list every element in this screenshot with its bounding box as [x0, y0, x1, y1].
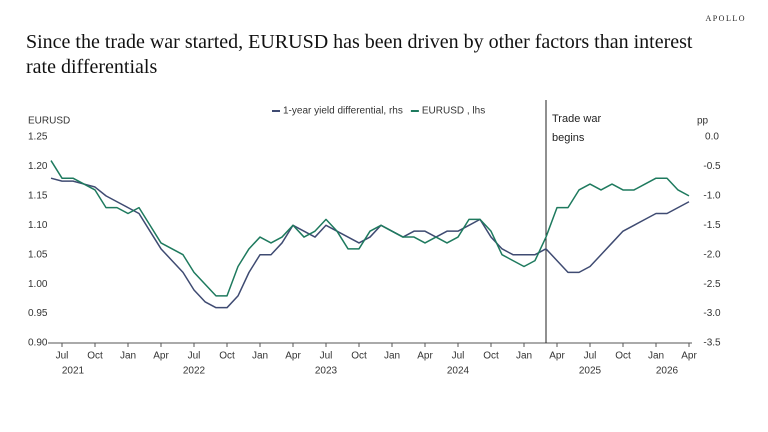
- series-line: [50, 160, 690, 297]
- x-tick-label: Oct: [483, 351, 499, 362]
- x-tick-label: Jul: [584, 351, 597, 362]
- x-tick-label: Jan: [516, 351, 532, 362]
- y2-axis-label: pp: [697, 116, 709, 127]
- y-tick-label: 1.10: [28, 220, 48, 231]
- x-tick-label: Jul: [452, 351, 465, 362]
- y2-tick-label: -3.5: [703, 338, 721, 349]
- x-tick-label: Jan: [384, 351, 400, 362]
- x-tick-label: Oct: [351, 351, 367, 362]
- y-tick-label: 1.20: [28, 161, 48, 172]
- y2-tick-label: 0.0: [705, 132, 719, 143]
- chart-title: Since the trade war started, EURUSD has …: [26, 31, 693, 78]
- x-tick-label: Oct: [87, 351, 103, 362]
- y2-tick-label: -2.5: [703, 279, 721, 290]
- x-tick-label: Jul: [56, 351, 69, 362]
- y-tick-label: 1.25: [28, 132, 48, 143]
- x-tick-label: Jul: [320, 351, 333, 362]
- year-label: 2021: [62, 366, 85, 377]
- year-label: 2024: [447, 366, 470, 377]
- x-tick-label: Oct: [219, 351, 235, 362]
- legend-label: EURUSD , lhs: [422, 106, 485, 117]
- y2-tick-label: -3.0: [703, 308, 721, 319]
- y-tick-label: 1.05: [28, 249, 48, 260]
- y2-tick-label: -1.5: [703, 220, 721, 231]
- x-tick-label: Jan: [120, 351, 136, 362]
- x-tick-label: Jan: [648, 351, 664, 362]
- year-label: 2025: [579, 366, 602, 377]
- x-tick-label: Oct: [615, 351, 631, 362]
- legend-label: 1-year yield differential, rhs: [283, 106, 403, 117]
- x-tick-label: Jan: [252, 351, 268, 362]
- brand: APOLLO: [705, 14, 746, 23]
- y-tick-label: 0.90: [28, 338, 48, 349]
- x-tick-label: Apr: [681, 351, 697, 362]
- x-tick-label: Apr: [285, 351, 301, 362]
- annotation: Trade war begins: [552, 113, 602, 144]
- series-line: [50, 177, 690, 309]
- y-tick-label: 1.00: [28, 279, 48, 290]
- year-label: 2023: [315, 366, 338, 377]
- y2-tick-label: -1.0: [703, 190, 721, 201]
- y-tick-label: 0.95: [28, 308, 48, 319]
- year-label: 2022: [183, 366, 206, 377]
- x-tick-label: Apr: [549, 351, 565, 362]
- x-tick-label: Apr: [153, 351, 169, 362]
- x-tick-label: Jul: [188, 351, 201, 362]
- y-axis-label: EURUSD: [28, 116, 70, 127]
- y2-tick-label: -2.0: [703, 249, 721, 260]
- y-tick-label: 1.15: [28, 190, 48, 201]
- x-tick-label: Apr: [417, 351, 433, 362]
- year-label: 2026: [656, 366, 679, 377]
- y2-tick-label: -0.5: [703, 161, 721, 172]
